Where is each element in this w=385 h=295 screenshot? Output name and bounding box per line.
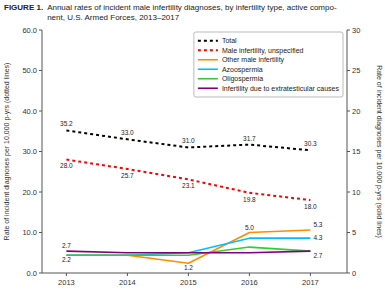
lines	[66, 130, 310, 263]
title: FIGURE 1.	[4, 3, 43, 12]
x-tick	[310, 273, 311, 276]
x-tick-label: 2013	[58, 278, 75, 287]
legend: Total Male infertility, unspecifiedOther …	[194, 32, 343, 97]
data-label: 18.0	[304, 203, 317, 210]
y2-tick-label: 25	[352, 66, 360, 75]
y2-tick-label: 15	[352, 147, 360, 156]
x-tick	[127, 273, 128, 276]
annotation: 4.3	[313, 234, 322, 241]
y-tick-label: 0.0	[27, 269, 37, 278]
y-tick-label: 60.0	[22, 26, 37, 35]
y2-tick-label: 5	[352, 228, 356, 237]
legend-box	[194, 32, 343, 97]
legend-label: Azoospermia	[222, 66, 263, 74]
data-label: 23.1	[182, 182, 195, 189]
x-tick	[188, 273, 189, 276]
series-line	[66, 130, 310, 150]
data-label: 30.3	[304, 140, 317, 147]
x-tick	[66, 273, 67, 276]
annotation: 2.7	[313, 252, 322, 259]
legend-label: Infertility due to extratesticular cause…	[222, 85, 340, 93]
y2-tick	[347, 273, 350, 274]
x-tick-label: 2017	[302, 278, 319, 287]
y2-tick-label: 30	[352, 26, 360, 35]
x-axis	[42, 273, 347, 274]
x-tick-label: 2014	[119, 278, 136, 287]
y2-tick	[347, 30, 350, 31]
legend-label: Male infertility, unspecified	[222, 47, 304, 55]
y-tick	[39, 192, 42, 193]
annotation: 2.2	[62, 256, 71, 263]
legend-handle	[198, 59, 218, 61]
x-tick-label: 2016	[241, 278, 258, 287]
y-tick	[39, 151, 42, 152]
data-label: 31.0	[182, 137, 195, 144]
data-label: 25.7	[121, 172, 134, 179]
annotation: 2.7	[62, 242, 71, 249]
y-tick-label: 50.0	[22, 66, 37, 75]
data-label: 31.7	[243, 135, 256, 142]
legend-handle	[198, 49, 218, 51]
y-tick	[39, 273, 42, 274]
y2-tick	[347, 192, 350, 193]
series-line	[66, 247, 310, 255]
y2-tick-label: 0	[352, 269, 356, 278]
y-tick-label: 40.0	[22, 107, 37, 116]
legend-label: Oligospermia	[222, 75, 263, 83]
data-label: 19.8	[243, 196, 256, 203]
y2-tick	[347, 151, 350, 152]
y-tick-label: 10.0	[22, 228, 37, 237]
subtitle: nent, U.S. Armed Forces, 2013–2017	[47, 13, 180, 22]
annotation: 1.2	[184, 264, 193, 271]
y2-tick	[347, 70, 350, 71]
data-label: 28.0	[60, 162, 73, 169]
y-tick	[39, 70, 42, 71]
y-tick	[39, 30, 42, 31]
y2-tick-label: 10	[352, 188, 360, 197]
legend-handle	[198, 78, 218, 80]
y-tick-label: 20.0	[22, 188, 37, 197]
chart: FIGURE 1. Annual rates of incident male i…	[0, 0, 385, 295]
x-tick-label: 2015	[180, 278, 197, 287]
y2-axis-label: Rate of incident diagnoses per 10,000 p-…	[375, 65, 383, 238]
series-line	[66, 251, 310, 253]
y-tick	[39, 232, 42, 233]
series-line	[66, 230, 310, 263]
data-label: 35.2	[60, 120, 73, 127]
series-line	[66, 160, 310, 201]
y-axis-label: Rate of incident diagnoses per 10,000 p-…	[3, 63, 11, 241]
subtitle: Annual rates of incident male infertilit…	[47, 3, 337, 12]
legend-handle	[198, 68, 218, 70]
y2-tick-label: 20	[352, 107, 360, 116]
annotation: 5.0	[245, 224, 254, 231]
series-line	[66, 238, 310, 255]
annotation: 5.3	[313, 221, 322, 228]
legend-handle	[198, 87, 218, 89]
legend-handle	[198, 40, 218, 42]
data-label: 33.0	[121, 129, 134, 136]
legend-label: Total	[222, 37, 237, 44]
legend-label: Other male infertility	[222, 56, 285, 64]
y2-tick	[347, 232, 350, 233]
y-tick	[39, 111, 42, 112]
x-tick	[249, 273, 250, 276]
y2-tick	[347, 111, 350, 112]
y-tick-label: 30.0	[22, 147, 37, 156]
